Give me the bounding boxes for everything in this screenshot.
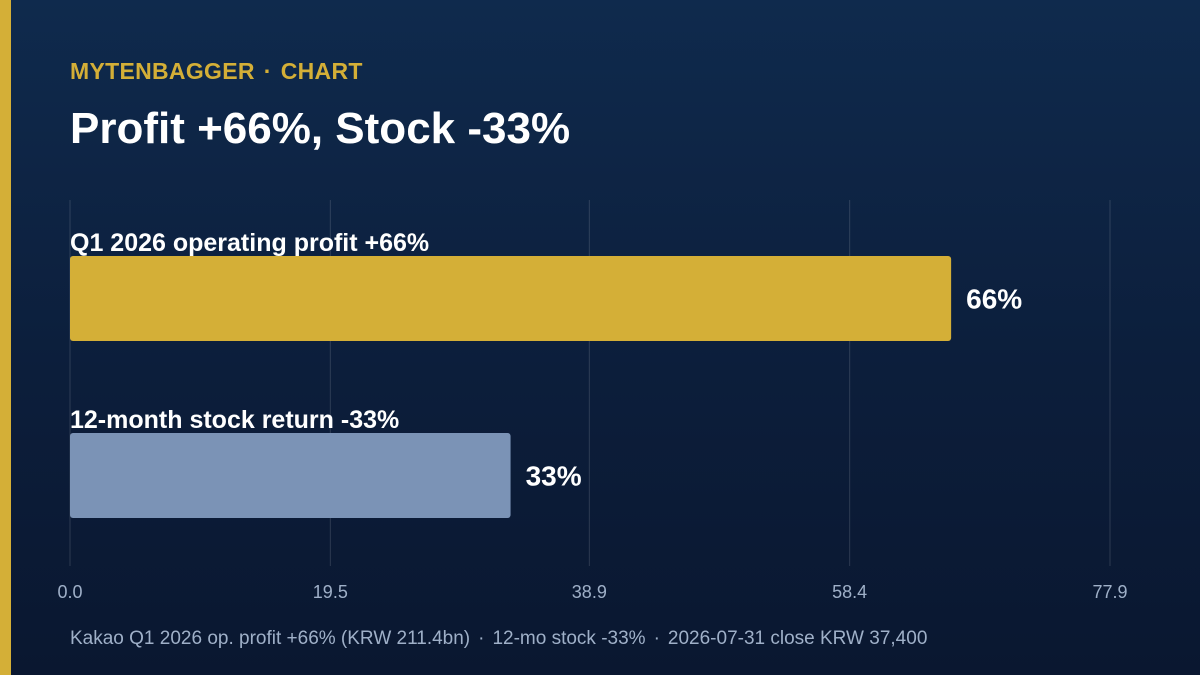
bar-category-label: Q1 2026 operating profit +66% [70, 229, 429, 257]
brand-section: CHART [280, 58, 363, 84]
bar-category-label: 12-month stock return -33% [70, 406, 399, 434]
footer-item-profit: Kakao Q1 2026 op. profit +66% (KRW 211.4… [70, 628, 471, 649]
page-title: Profit +66%, Stock -33% [70, 104, 571, 153]
bar-value-label: 66% [966, 284, 1022, 315]
brand-separator: · [263, 58, 272, 84]
accent-bar [0, 0, 11, 675]
footer-separator: · [653, 628, 660, 649]
footer-item-close: 2026-07-31 close KRW 37,400 [667, 628, 928, 649]
x-tick-label: 38.9 [572, 582, 607, 602]
bar-value-label: 33% [526, 461, 582, 492]
x-tick-label: 58.4 [832, 582, 867, 602]
brand-label: MYTENBAGGER · CHART [70, 58, 363, 85]
x-tick-label: 77.9 [1092, 582, 1127, 602]
footer-note: Kakao Q1 2026 op. profit +66% (KRW 211.4… [70, 628, 927, 650]
bar [70, 433, 511, 518]
brand-name: MYTENBAGGER [70, 58, 255, 84]
footer-separator: · [478, 628, 485, 649]
bar [70, 256, 952, 341]
x-tick-label: 19.5 [313, 582, 348, 602]
x-tick-label: 0.0 [57, 582, 82, 602]
footer-item-stock: 12-mo stock -33% [492, 628, 646, 649]
